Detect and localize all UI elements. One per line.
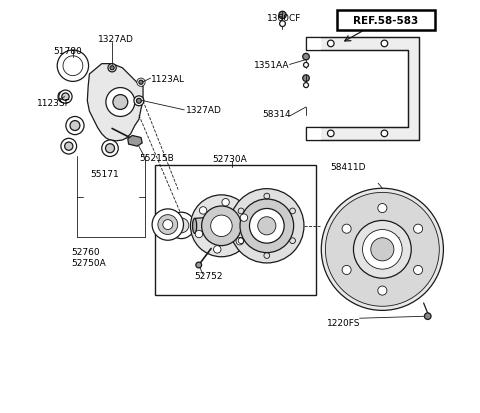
Text: REF.58-583: REF.58-583 bbox=[353, 16, 419, 26]
Text: 52750A: 52750A bbox=[71, 259, 106, 268]
Circle shape bbox=[66, 117, 84, 135]
Circle shape bbox=[196, 263, 202, 268]
Text: c: c bbox=[284, 212, 289, 218]
Circle shape bbox=[378, 286, 387, 295]
Text: c: c bbox=[245, 235, 250, 240]
Circle shape bbox=[424, 313, 431, 320]
Circle shape bbox=[280, 22, 286, 27]
Ellipse shape bbox=[192, 219, 197, 234]
Circle shape bbox=[191, 195, 252, 257]
Circle shape bbox=[137, 79, 145, 87]
Polygon shape bbox=[306, 38, 321, 51]
Text: c: c bbox=[264, 202, 269, 205]
Circle shape bbox=[199, 207, 207, 215]
Polygon shape bbox=[306, 38, 420, 141]
Circle shape bbox=[108, 64, 116, 73]
Text: c: c bbox=[388, 261, 392, 267]
Text: 1327AD: 1327AD bbox=[97, 35, 133, 44]
Polygon shape bbox=[306, 128, 321, 141]
Text: 58314: 58314 bbox=[263, 109, 291, 119]
Circle shape bbox=[70, 121, 80, 131]
Text: 1220FS: 1220FS bbox=[327, 318, 360, 327]
Circle shape bbox=[240, 199, 294, 253]
Text: 1123AL: 1123AL bbox=[151, 75, 185, 84]
Circle shape bbox=[327, 41, 334, 47]
Circle shape bbox=[57, 51, 89, 82]
Polygon shape bbox=[194, 217, 217, 235]
Circle shape bbox=[106, 88, 135, 117]
Circle shape bbox=[381, 131, 388, 138]
Circle shape bbox=[59, 91, 72, 104]
Circle shape bbox=[106, 145, 115, 153]
Circle shape bbox=[65, 143, 73, 151]
Text: c: c bbox=[245, 212, 250, 218]
Circle shape bbox=[158, 215, 178, 235]
Circle shape bbox=[62, 94, 69, 101]
Text: 52760: 52760 bbox=[71, 247, 99, 256]
Text: 1327AD: 1327AD bbox=[186, 106, 221, 115]
Text: 51780: 51780 bbox=[53, 47, 82, 56]
Circle shape bbox=[134, 97, 144, 107]
Circle shape bbox=[136, 99, 142, 104]
Circle shape bbox=[327, 131, 334, 138]
Text: 1123SF: 1123SF bbox=[37, 98, 71, 107]
Circle shape bbox=[381, 41, 388, 47]
Circle shape bbox=[414, 266, 422, 275]
Text: 1360CF: 1360CF bbox=[267, 14, 301, 22]
Circle shape bbox=[321, 189, 444, 311]
Circle shape bbox=[303, 54, 309, 61]
Circle shape bbox=[371, 238, 394, 261]
Circle shape bbox=[325, 193, 439, 306]
Circle shape bbox=[236, 238, 243, 245]
Text: c: c bbox=[363, 255, 367, 260]
Text: c: c bbox=[396, 236, 400, 241]
Circle shape bbox=[139, 81, 143, 85]
Circle shape bbox=[342, 225, 351, 234]
Circle shape bbox=[362, 230, 402, 269]
Text: 52752: 52752 bbox=[194, 271, 223, 280]
Ellipse shape bbox=[58, 93, 63, 102]
Circle shape bbox=[342, 266, 351, 275]
Circle shape bbox=[110, 66, 114, 71]
Circle shape bbox=[303, 63, 309, 68]
Text: 1351AA: 1351AA bbox=[254, 61, 290, 70]
Circle shape bbox=[211, 216, 232, 237]
Text: c: c bbox=[264, 247, 269, 250]
Text: 55215B: 55215B bbox=[139, 154, 174, 162]
Circle shape bbox=[303, 76, 309, 82]
Circle shape bbox=[163, 220, 173, 230]
Polygon shape bbox=[128, 136, 142, 147]
Text: 52730A: 52730A bbox=[212, 155, 247, 164]
FancyBboxPatch shape bbox=[337, 11, 435, 31]
Bar bbox=[156, 165, 316, 295]
Circle shape bbox=[230, 189, 304, 263]
Circle shape bbox=[168, 213, 194, 239]
Circle shape bbox=[378, 204, 387, 213]
Circle shape bbox=[202, 206, 241, 246]
Circle shape bbox=[222, 199, 229, 206]
Circle shape bbox=[214, 246, 221, 254]
Circle shape bbox=[61, 139, 77, 154]
Circle shape bbox=[240, 214, 248, 222]
Circle shape bbox=[63, 57, 83, 76]
Circle shape bbox=[353, 221, 411, 278]
Circle shape bbox=[195, 231, 203, 238]
Circle shape bbox=[258, 217, 276, 235]
Circle shape bbox=[250, 209, 284, 244]
Circle shape bbox=[102, 141, 118, 157]
Text: 58411D: 58411D bbox=[330, 163, 365, 172]
Circle shape bbox=[414, 225, 422, 234]
Circle shape bbox=[113, 95, 128, 110]
Circle shape bbox=[174, 218, 189, 233]
Circle shape bbox=[303, 83, 309, 88]
Text: 55171: 55171 bbox=[91, 170, 120, 179]
Circle shape bbox=[279, 12, 286, 20]
Polygon shape bbox=[87, 64, 143, 142]
Text: c: c bbox=[284, 235, 289, 240]
Circle shape bbox=[152, 209, 183, 241]
